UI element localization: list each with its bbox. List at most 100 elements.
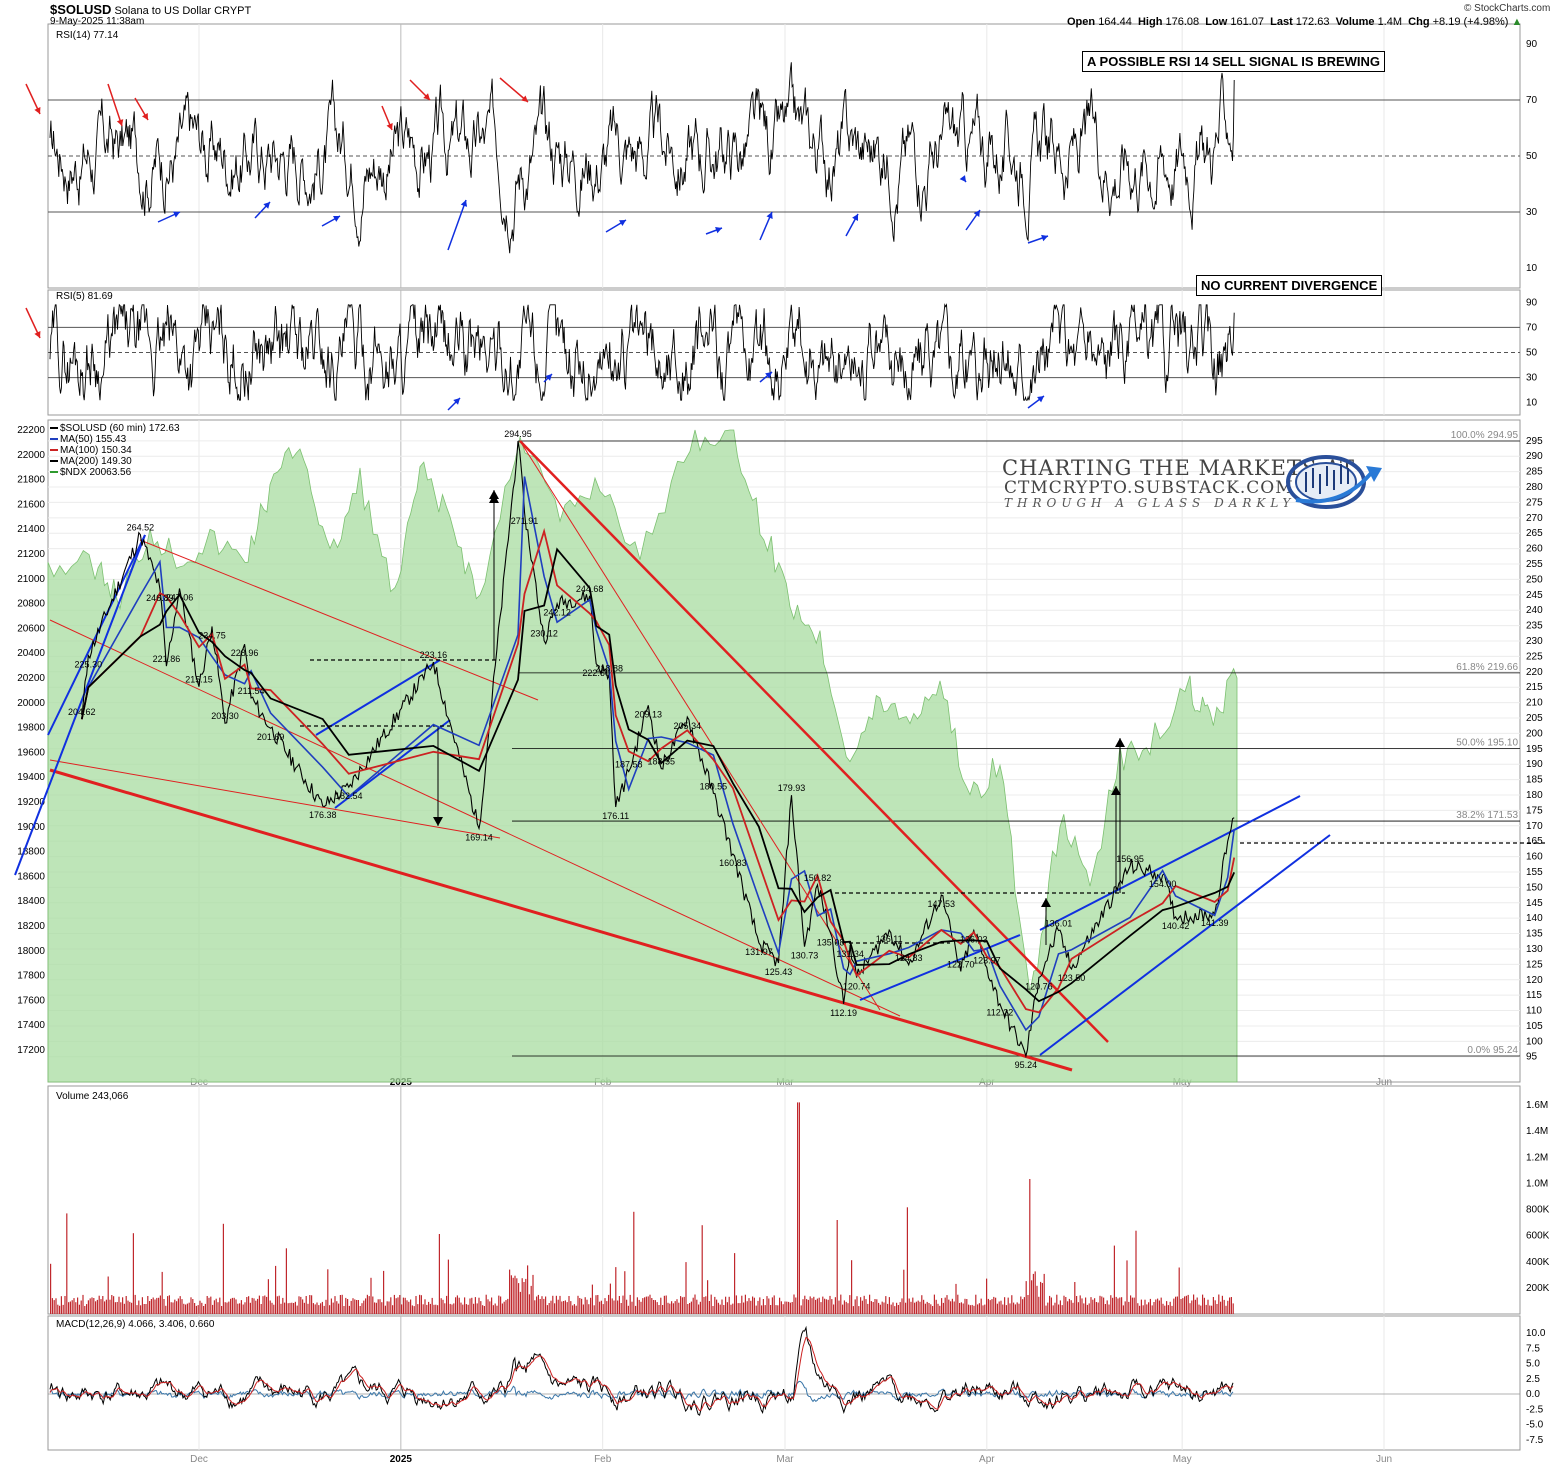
volume-bar [395,1298,397,1314]
ndx-tick-20200: 20200 [17,673,45,684]
volume-bar [1067,1301,1069,1314]
volume-bar [753,1297,755,1314]
volume-bar [1088,1303,1090,1314]
ndx-tick-18800: 18800 [17,847,45,858]
macd-tick--2.5: -2.5 [1526,1404,1544,1415]
legend-text-3: MA(200) 149.30 [60,456,132,467]
volume-bar [260,1304,262,1314]
volume-bar [1180,1299,1182,1314]
volume-bar [505,1300,507,1314]
volume-bar [1198,1304,1200,1314]
volume-bar [134,1294,136,1314]
price-label-187.58: 187.58 [615,760,643,770]
ndx-tick-21600: 21600 [17,499,45,510]
volume-bar [383,1270,385,1314]
volume-bar [611,1298,613,1314]
volume-bar [937,1303,939,1314]
volume-bar [303,1302,305,1314]
rsi5-blue-arrow-0-head [453,398,460,405]
volume-bar [338,1303,340,1314]
volume-bar [105,1299,107,1314]
volume-bar [915,1301,917,1314]
price-label-246.89: 246.89 [146,593,174,603]
volume-bar [1229,1297,1231,1314]
volume-bar [287,1303,289,1314]
volume-bar [548,1303,550,1314]
volume-bar [973,1305,975,1314]
volume-bar [559,1295,561,1314]
volume-bar [633,1211,635,1314]
volume-bar [1115,1296,1117,1314]
volume-bar [318,1305,320,1314]
price-label-176.11: 176.11 [602,811,629,821]
volume-bar [1207,1299,1209,1314]
x-label-mar-bottom: Mar [776,1454,794,1464]
volume-bar [604,1298,606,1314]
volume-bar [825,1299,827,1314]
volume-bar [1155,1299,1157,1314]
volume-bar [939,1305,941,1314]
blue-divergence-arrow-7-head [852,214,859,221]
volume-tick-200K: 200K [1526,1283,1550,1294]
price-label-225.3: 225.30 [75,659,103,669]
volume-bar [586,1299,588,1314]
volume-bar [417,1304,419,1314]
volume-bar [739,1303,741,1314]
volume-bar [928,1303,930,1314]
volume-bar [242,1304,244,1314]
volume-bar [856,1296,858,1314]
volume-bar [320,1303,322,1314]
volume-bar [1085,1297,1087,1314]
volume-bar [194,1303,196,1314]
legend-swatch-2 [50,449,58,452]
volume-bar [276,1296,278,1314]
volume-bar [71,1300,73,1314]
credit: © StockCharts.com [1464,3,1551,14]
volume-bar [69,1301,71,1314]
volume-bar [356,1300,358,1314]
volume-bar [1068,1298,1070,1314]
volume-bar [64,1296,66,1314]
volume-bar [1232,1303,1234,1314]
volume-bar [458,1297,460,1314]
volume-bar [321,1301,323,1314]
ohlc-line: Open 164.44 High 176.08 Low 161.07 Last … [1067,16,1522,28]
price-tick-105: 105 [1526,1021,1543,1032]
volume-bar [831,1299,833,1314]
volume-bar [1016,1302,1018,1314]
volume-bar [1189,1303,1191,1314]
red-trendline-0 [49,768,1073,1072]
volume-bar [370,1277,372,1314]
volume-bar [550,1300,552,1314]
volume-bar [642,1298,644,1314]
target-arrow-may-2-head [1111,786,1121,795]
macd-tick-2.5: 2.5 [1526,1374,1540,1385]
volume-bar [573,1304,575,1314]
legend-item-2: MA(100) 150.34 [50,445,180,456]
volume-bar [658,1305,660,1314]
volume-bar [782,1304,784,1314]
volume-bar [779,1297,781,1314]
change-label: Chg [1408,16,1430,28]
macd-frame [47,1315,1521,1451]
price-label-294.95: 294.95 [504,429,532,439]
rsi-tick-30: 30 [1526,207,1538,218]
volume-bar [669,1303,671,1314]
price-tick-135: 135 [1526,929,1543,940]
volume-bar [870,1301,872,1314]
price-label-234.75: 234.75 [198,630,226,640]
red-divergence-arrow-head [34,107,41,114]
volume-bar [181,1299,183,1314]
price-tick-145: 145 [1526,898,1543,909]
volume-bar [314,1304,316,1314]
volume-bar [215,1298,217,1314]
volume-bar [248,1296,250,1314]
volume-bar [771,1297,773,1314]
volume-bar [838,1300,840,1314]
legend-item-3: MA(200) 149.30 [50,456,180,467]
volume-bar [381,1302,383,1314]
blue-divergence-arrow-0-head [173,211,180,218]
volume-bar [890,1304,892,1314]
volume-bar [222,1223,224,1314]
high-label: High [1137,16,1163,28]
